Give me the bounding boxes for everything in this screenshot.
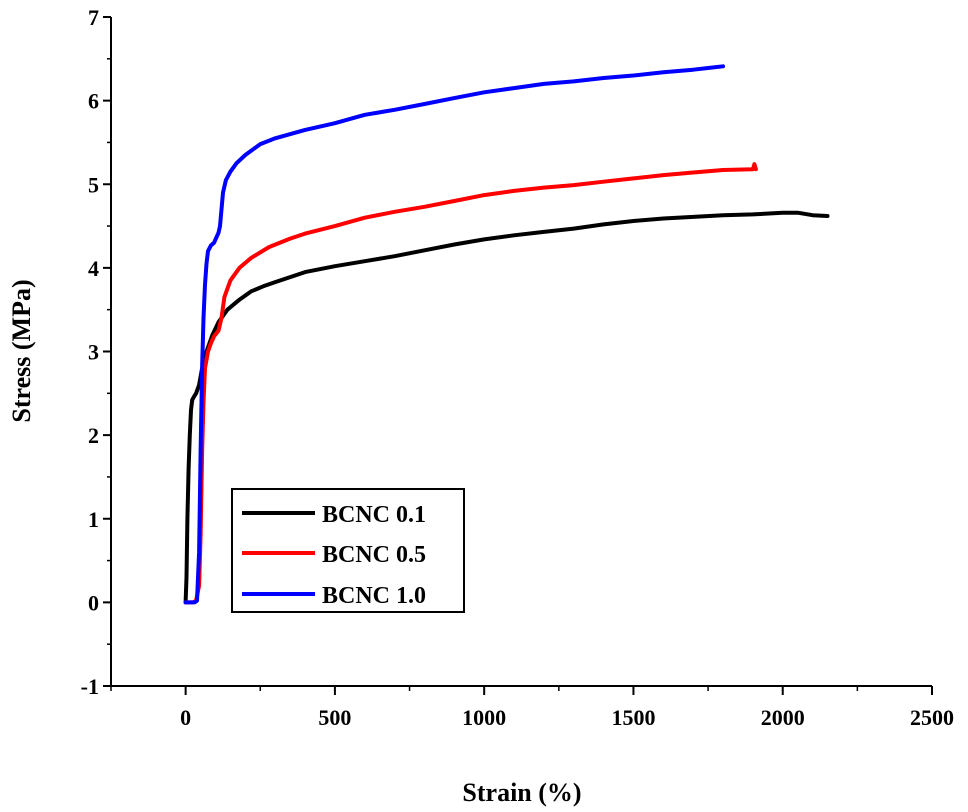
legend-box [231, 488, 465, 613]
y-tick-label: 4 [88, 256, 99, 281]
plot-lines [183, 64, 830, 605]
x-tick-label: 500 [318, 705, 351, 730]
x-tick-label: 1500 [611, 705, 655, 730]
legend-label-bcnc-0-1: BCNC 0.1 [322, 502, 426, 528]
y-tick-label: 2 [88, 423, 99, 448]
y-axis-title: Stress (MPa) [7, 279, 36, 422]
y-tick-label: 6 [88, 89, 99, 114]
x-tick-label: 2500 [910, 705, 954, 730]
x-tick-label: 0 [180, 705, 191, 730]
y-tick-label: -1 [81, 674, 99, 699]
x-tick-label: 2000 [761, 705, 805, 730]
x-tick-label: 1000 [462, 705, 506, 730]
y-tick-label: 0 [88, 590, 99, 615]
y-tick-label: 5 [88, 172, 99, 197]
legend-label-bcnc-1-0: BCNC 1.0 [322, 583, 426, 609]
y-tick-label: 7 [88, 5, 99, 30]
y-tick-label: 3 [88, 340, 99, 365]
series-line-bcnc-1-0 [183, 64, 725, 605]
x-axis-title: Strain (%) [462, 778, 581, 807]
legend: BCNC 0.1 BCNC 0.5 BCNC 1.0 [231, 488, 465, 613]
series-line-bcnc-0-1 [183, 210, 830, 605]
legend-label-bcnc-0-5: BCNC 0.5 [322, 542, 426, 568]
y-tick-label: 1 [88, 507, 99, 532]
ticks: -1 0 1 2 3 4 5 6 7 0 500 1000 1500 2000 2500 [81, 5, 954, 730]
